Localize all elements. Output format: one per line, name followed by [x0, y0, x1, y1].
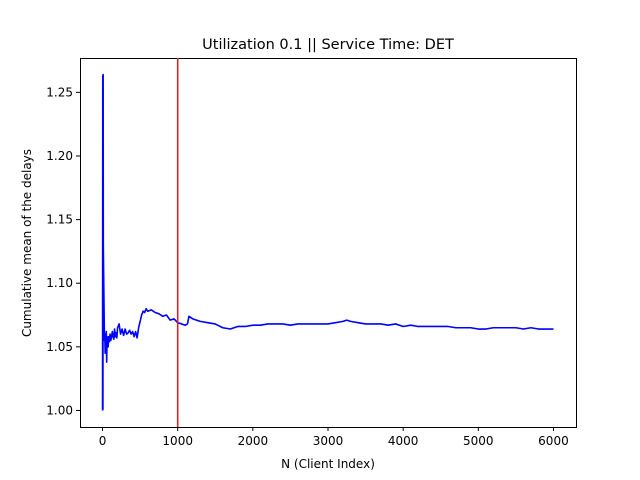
y-tick-label: 1.10	[46, 276, 73, 290]
x-tick-label: 6000	[538, 434, 569, 448]
x-tick-label: 1000	[162, 434, 193, 448]
data-layer	[101, 58, 554, 427]
x-tick-label: 3000	[313, 434, 344, 448]
x-tick-label: 4000	[388, 434, 419, 448]
y-tick-label: 1.25	[46, 85, 73, 99]
x-axis-label: N (Client Index)	[281, 457, 375, 471]
x-tick-label: 5000	[463, 434, 494, 448]
x-axis: 0 1000 2000 3000 4000 5000 6000	[99, 427, 569, 448]
plot-frame	[80, 58, 577, 428]
x-tick-label: 2000	[238, 434, 269, 448]
y-tick-label: 1.00	[46, 403, 73, 417]
y-tick-label: 1.05	[46, 340, 73, 354]
y-axis-label: Cumulative mean of the delays	[20, 149, 34, 337]
y-tick-label: 1.20	[46, 149, 73, 163]
chart-title: Utilization 0.1 || Service Time: DET	[202, 37, 454, 53]
x-tick-label: 0	[99, 434, 107, 448]
y-tick-label: 1.15	[46, 213, 73, 227]
plot-area: 0 1000 2000 3000 4000 5000 6000 1.001.051.101.…	[46, 58, 577, 448]
y-axis: 1.00 1.05 1.10 1.15 1.20 1.25	[46, 85, 80, 417]
series-line-0	[101, 73, 554, 411]
